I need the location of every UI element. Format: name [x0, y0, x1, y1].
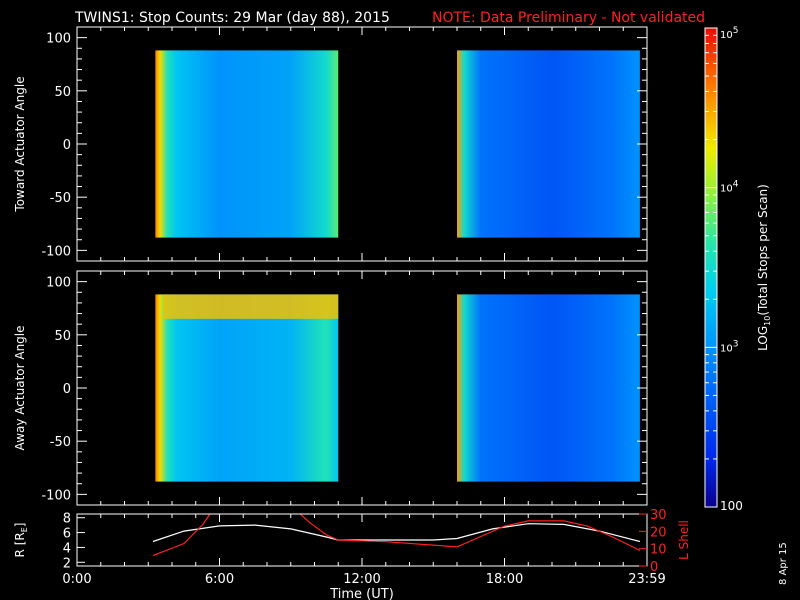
- y-tick-label: -50: [50, 191, 71, 206]
- y2-tick-label: 20: [650, 525, 667, 540]
- x-tick-label: 23:59: [628, 572, 665, 587]
- l-shell-line: [299, 514, 641, 551]
- radius-line: [152, 523, 641, 543]
- y-tick-label: -100: [41, 244, 71, 259]
- colorbar-tick-label: 103: [720, 339, 738, 354]
- y-axis-label: R [RE]: [13, 523, 29, 558]
- y-tick-label: 50: [54, 329, 71, 344]
- side-date: 8 Apr 15: [778, 542, 789, 585]
- y-tick-label: 8: [63, 512, 71, 527]
- y2-tick-label: 0: [650, 560, 658, 575]
- preliminary-note: NOTE: Data Preliminary - Not validated: [432, 10, 705, 26]
- colorbar: 105 104 103 100 LOG10(Total Stops per Scan): [704, 26, 772, 513]
- y-axis-label: Toward Actuator Angle: [13, 76, 27, 212]
- colorbar-scale: [705, 28, 717, 507]
- heatmap-block: [155, 50, 339, 238]
- y-tick-label: 6: [63, 527, 71, 542]
- x-tick-label: 12:00: [343, 572, 380, 587]
- colorbar-label: LOG10(Total Stops per Scan): [756, 184, 772, 351]
- colorbar-tick-label: 105: [720, 26, 738, 41]
- y-tick-label: 2: [63, 556, 71, 571]
- y2-tick-label: 30: [650, 508, 667, 523]
- y2-tick-label: 10: [650, 543, 667, 558]
- heatmap-band: [163, 294, 339, 319]
- heatmap-block: [457, 294, 640, 482]
- x-tick-label: 6:00: [205, 572, 234, 587]
- x-tick-label: 18:00: [486, 572, 523, 587]
- heatmap-block: [155, 294, 339, 482]
- x-tick-label: 0:00: [62, 572, 91, 587]
- y-tick-label: 100: [46, 276, 71, 291]
- y-tick-label: 100: [46, 32, 71, 47]
- l-shell-line: [152, 514, 211, 557]
- y-tick-label: -100: [41, 488, 71, 503]
- y-tick-label: 50: [54, 85, 71, 100]
- toward-angle-panel: 100 50 0 -50 -100 Toward Actuator Angle: [13, 26, 648, 262]
- colorbar-tick-label: 104: [720, 180, 739, 195]
- y-axis-label: Away Actuator Angle: [13, 325, 27, 450]
- y-tick-label: 0: [63, 382, 71, 397]
- y2-axis-label: L Shell: [677, 520, 691, 560]
- colorbar-tick-label: 100: [720, 499, 743, 513]
- figure-title: TWINS1: Stop Counts: 29 Mar (day 88), 20…: [74, 10, 390, 26]
- heatmap-block: [457, 50, 640, 238]
- y-tick-label: -50: [50, 435, 71, 450]
- y-tick-label: 4: [63, 541, 71, 556]
- away-angle-panel: 100 50 0 -50 -100 Away Actuator Angle: [13, 270, 648, 506]
- y-tick-label: 0: [63, 138, 71, 153]
- x-axis-label: Time (UT): [329, 587, 394, 600]
